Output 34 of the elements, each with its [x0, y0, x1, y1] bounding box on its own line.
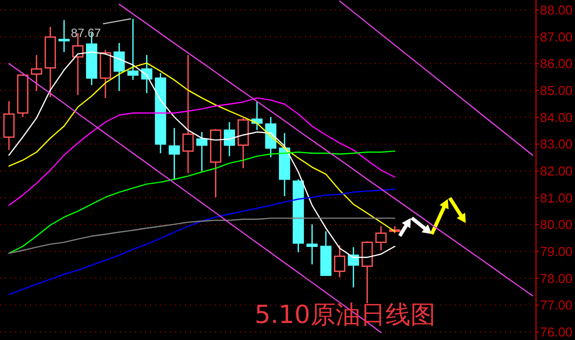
- y-tick-label: 86.00: [540, 56, 573, 72]
- candlestick: [3, 100, 15, 151]
- line-series: [118, 4, 534, 296]
- line-series: [8, 218, 396, 254]
- y-tick-label: 81.00: [540, 190, 573, 206]
- candlestick: [182, 54, 194, 174]
- candlestick: [114, 42, 125, 92]
- y-tick-label: 77.00: [540, 298, 573, 313]
- candlestick: [30, 54, 42, 92]
- annotation: 87.67: [70, 26, 102, 40]
- candlestick: [168, 127, 180, 181]
- candlestick: [141, 54, 152, 94]
- y-tick-label: 80.00: [540, 217, 573, 232]
- y-tick-label: 79.00: [540, 244, 573, 259]
- candlestick: [278, 132, 290, 197]
- y-tick-label: 76.00: [540, 324, 573, 340]
- y-tick-label: 87.00: [540, 29, 573, 44]
- y-tick-label: 82.00: [540, 163, 573, 178]
- y-tick-label: 85.00: [540, 82, 573, 98]
- y-tick-label: 78.00: [540, 270, 573, 286]
- line-series: [8, 63, 382, 334]
- candlestick: [58, 19, 70, 53]
- y-tick-label: 84.00: [540, 110, 573, 125]
- line-series: [8, 97, 396, 206]
- line-series: [8, 150, 396, 254]
- candlestick: [44, 26, 56, 98]
- line-series: [8, 188, 396, 295]
- line-series: [339, 0, 534, 156]
- y-tick-label: 83.00: [540, 136, 573, 152]
- candlestick: [306, 224, 318, 265]
- candlestick: [334, 244, 346, 278]
- candlestick: [238, 117, 249, 169]
- y-tick-label: 88.00: [540, 2, 573, 18]
- text: 5.10原油日线图: [254, 300, 436, 329]
